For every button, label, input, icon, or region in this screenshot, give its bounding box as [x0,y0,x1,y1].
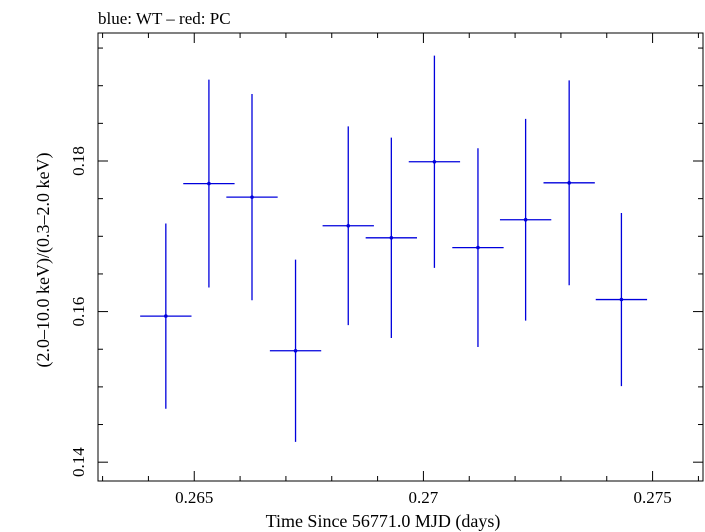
y-axis: 0.14 0.16 0.18 [69,47,703,477]
y-tick-label: 0.14 [69,447,88,477]
data-marker [619,297,624,302]
data-point [408,55,461,268]
y-tick-label: 0.18 [69,146,88,176]
data-marker [476,245,480,250]
x-tick-label: 0.265 [175,488,213,507]
data-marker [207,181,211,186]
x-axis-label: Time Since 56771.0 MJD (days) [266,511,501,532]
data-marker [432,159,437,164]
x-tick-label: 0.275 [633,488,671,507]
data-marker [250,195,254,199]
data-marker [567,181,571,185]
data-point [226,93,278,301]
data-point [183,79,235,288]
data-marker [346,223,351,228]
data-marker [389,236,394,240]
data-marker [523,217,528,222]
data-point [140,223,192,409]
data-point [595,212,648,387]
y-axis-label: (2.0–10.0 keV)/(0.3–2.0 keV) [33,153,54,368]
data-marker [164,314,168,318]
data-points [140,55,648,442]
x-axis: 0.265 0.27 0.275 [102,33,699,507]
chart-title: blue: WT – red: PC [98,9,231,28]
y-tick-label: 0.16 [69,297,88,327]
data-point [543,80,595,286]
plot-frame [97,32,704,482]
data-point [269,259,322,442]
data-point [322,126,374,326]
data-marker [293,348,298,353]
data-point [452,148,504,347]
data-point [499,118,552,321]
x-tick-label: 0.27 [409,488,439,507]
data-point [365,137,417,338]
